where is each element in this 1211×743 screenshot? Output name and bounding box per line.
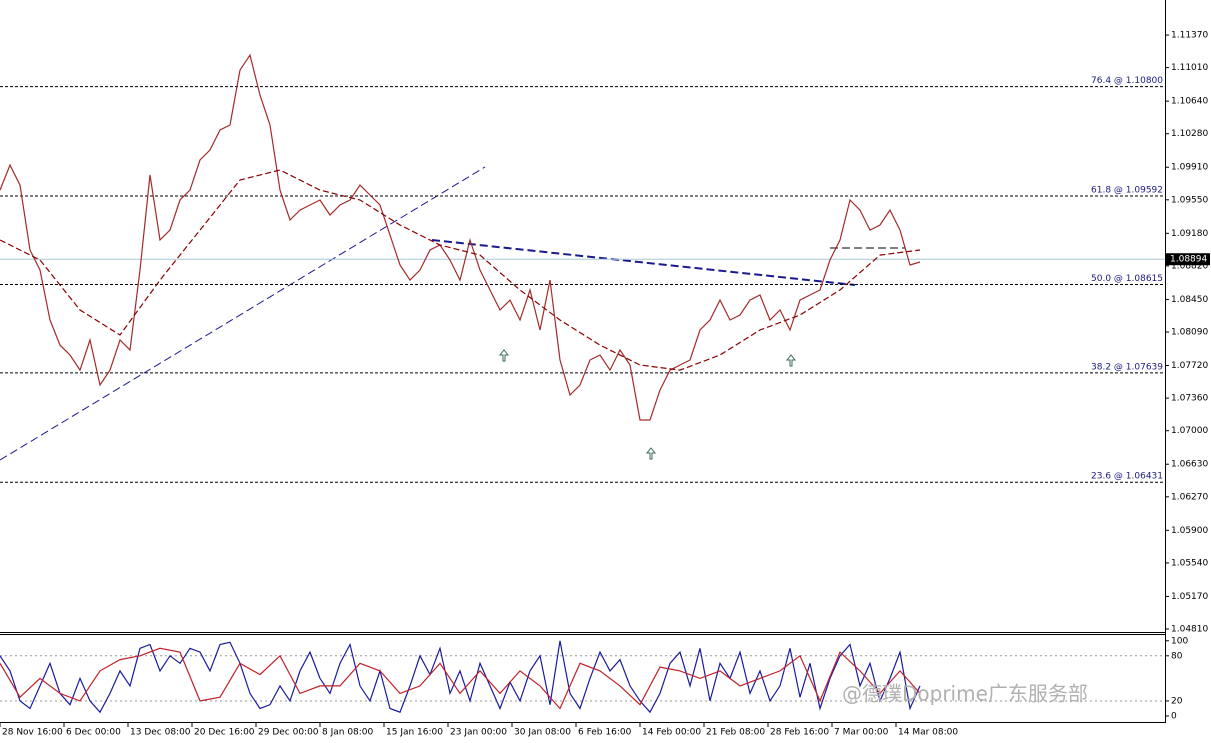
series-line: [0, 640, 921, 714]
arrow-up: [498, 349, 510, 362]
x-tick-label: 14 Mar 08:00: [898, 728, 958, 738]
fib-label: 38.2 @ 1.07639: [1091, 362, 1163, 372]
fib-label: 50.0 @ 1.08615: [1091, 274, 1163, 284]
y-tick-label: 1.07360: [1171, 394, 1208, 404]
y-tick-label: 1.06630: [1171, 460, 1208, 470]
y-tick-label: 1.10280: [1171, 129, 1208, 139]
series-line: [0, 647, 921, 710]
y-tick-label: 1.09910: [1171, 163, 1208, 173]
y-tick-label: 0: [1171, 711, 1177, 721]
arrow-up: [785, 354, 797, 367]
x-tick-label: 7 Mar 00:00: [834, 728, 889, 738]
x-tick-label: 28 Nov 16:00: [2, 728, 63, 738]
y-tick-label: 1.05540: [1171, 558, 1208, 568]
arrow-up: [645, 447, 657, 460]
y-tick-label: 1.07720: [1171, 361, 1208, 371]
y-tick-label: 100: [1171, 636, 1188, 646]
fib-label: 61.8 @ 1.09592: [1091, 186, 1163, 196]
fib-label: 76.4 @ 1.10800: [1091, 76, 1163, 86]
x-tick-label: 6 Feb 16:00: [578, 728, 632, 738]
y-tick-label: 1.11010: [1171, 63, 1208, 73]
y-tick-label: 1.08090: [1171, 328, 1208, 338]
x-tick-label: 20 Dec 16:00: [194, 728, 255, 738]
last-price-box: [1166, 253, 1210, 266]
y-tick-label: 1.08450: [1171, 295, 1208, 305]
x-tick-label: 6 Dec 00:00: [66, 728, 121, 738]
y-tick-label: 80: [1171, 651, 1183, 661]
x-tick-label: 8 Jan 08:00: [322, 728, 374, 738]
y-tick-label: 1.10640: [1171, 97, 1208, 107]
y-tick-label: 1.07000: [1171, 426, 1208, 436]
trend-line: [431, 239, 856, 286]
y-tick-label: 1.09550: [1171, 195, 1208, 205]
watermark: @德璞Doprime广东服务部: [842, 682, 1088, 706]
series-line: [0, 169, 921, 371]
x-tick-label: 28 Feb 16:00: [770, 728, 829, 738]
y-tick-label: 1.05900: [1171, 526, 1208, 536]
x-tick-label: 14 Feb 00:00: [642, 728, 701, 738]
x-tick-label: 13 Dec 08:00: [130, 728, 191, 738]
x-tick-label: 21 Feb 08:00: [706, 728, 765, 738]
y-tick-label: 20: [1171, 696, 1183, 706]
fib-label: 23.6 @ 1.06431: [1091, 472, 1163, 482]
arrows: [498, 349, 797, 460]
y-tick-label: 1.05170: [1171, 592, 1208, 602]
last-price-label: 1.08894: [1170, 255, 1207, 265]
series-line: [0, 53, 921, 421]
x-tick-label: 23 Jan 00:00: [450, 728, 507, 738]
y-tick-label: 1.06270: [1171, 492, 1208, 502]
x-tick-label: 15 Jan 16:00: [386, 728, 443, 738]
x-tick-label: 30 Jan 08:00: [514, 728, 571, 738]
y-tick-label: 1.09180: [1171, 229, 1208, 239]
trend-line: [0, 166, 486, 461]
x-tick-label: 29 Dec 00:00: [258, 728, 319, 738]
y-tick-label: 1.08820: [1171, 261, 1208, 271]
y-tick-label: 1.04810: [1171, 625, 1208, 635]
y-tick-label: 1.11370: [1171, 31, 1208, 41]
